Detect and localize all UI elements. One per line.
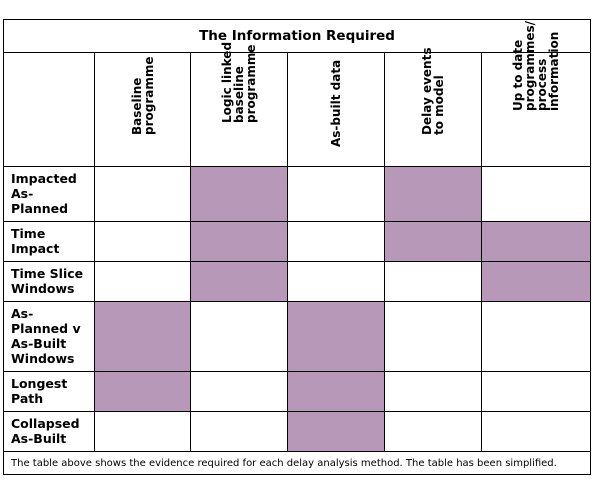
column-header: Delay events to model — [384, 48, 482, 167]
required-cell — [480, 221, 592, 262]
table-title: The Information Required — [2, 19, 592, 53]
empty-cell — [384, 261, 482, 302]
column-header-label: Up to date programmes/ process informati… — [511, 20, 561, 111]
method-row: Time Impact — [3, 221, 592, 262]
empty-cell — [94, 221, 191, 262]
empty-cell — [94, 166, 191, 222]
required-cell — [384, 166, 482, 222]
method-row: Impacted As- Planned — [3, 166, 592, 222]
method-label: Collapsed As-Built — [3, 411, 95, 452]
empty-cell — [384, 371, 482, 412]
empty-cell — [190, 301, 288, 372]
method-row: Longest Path — [3, 371, 592, 412]
empty-cell — [384, 411, 482, 452]
column-header: As-built data — [287, 52, 385, 167]
method-row: As- Planned v As-Built Windows — [3, 301, 592, 372]
method-label: Time Impact — [3, 221, 95, 262]
column-header: Up to date programmes/ process informati… — [480, 21, 592, 167]
required-cell — [384, 221, 482, 262]
column-header-label: Delay events to model — [420, 47, 446, 135]
empty-cell — [190, 411, 288, 452]
empty-cell — [287, 261, 385, 302]
required-cell — [480, 261, 592, 302]
information-table: The Information Required Baseline progra… — [2, 19, 592, 475]
required-cell — [190, 221, 288, 262]
required-cell — [287, 411, 385, 452]
empty-cell — [287, 221, 385, 262]
empty-cell — [94, 411, 191, 452]
method-row: Time Slice Windows — [3, 261, 592, 302]
empty-cell — [480, 371, 592, 412]
required-cell — [287, 371, 385, 412]
required-cell — [94, 371, 191, 412]
empty-cell — [190, 371, 288, 412]
method-row: Collapsed As-Built — [3, 411, 592, 452]
required-cell — [190, 166, 288, 222]
empty-cell — [480, 166, 592, 222]
corner-cell — [3, 52, 95, 167]
column-header-label: Logic linked baseline programme — [220, 41, 258, 123]
empty-cell — [94, 261, 191, 302]
required-cell — [190, 261, 288, 302]
required-cell — [94, 301, 191, 372]
empty-cell — [384, 301, 482, 372]
required-cell — [287, 301, 385, 372]
column-header: Baseline programme — [94, 52, 191, 167]
empty-cell — [480, 411, 592, 452]
empty-cell — [287, 166, 385, 222]
method-label: Longest Path — [3, 371, 95, 412]
empty-cell — [480, 301, 592, 372]
column-header-row: Baseline programme Logic linked baseline … — [3, 21, 592, 167]
method-label: Impacted As- Planned — [3, 166, 95, 222]
method-label: Time Slice Windows — [3, 261, 95, 302]
column-header: Logic linked baseline programme — [190, 42, 288, 167]
table-footnote: The table above shows the evidence requi… — [2, 451, 592, 475]
column-header-label: Baseline programme — [129, 56, 156, 135]
column-header-label: As-built data — [329, 59, 343, 147]
method-label: As- Planned v As-Built Windows — [3, 301, 95, 372]
